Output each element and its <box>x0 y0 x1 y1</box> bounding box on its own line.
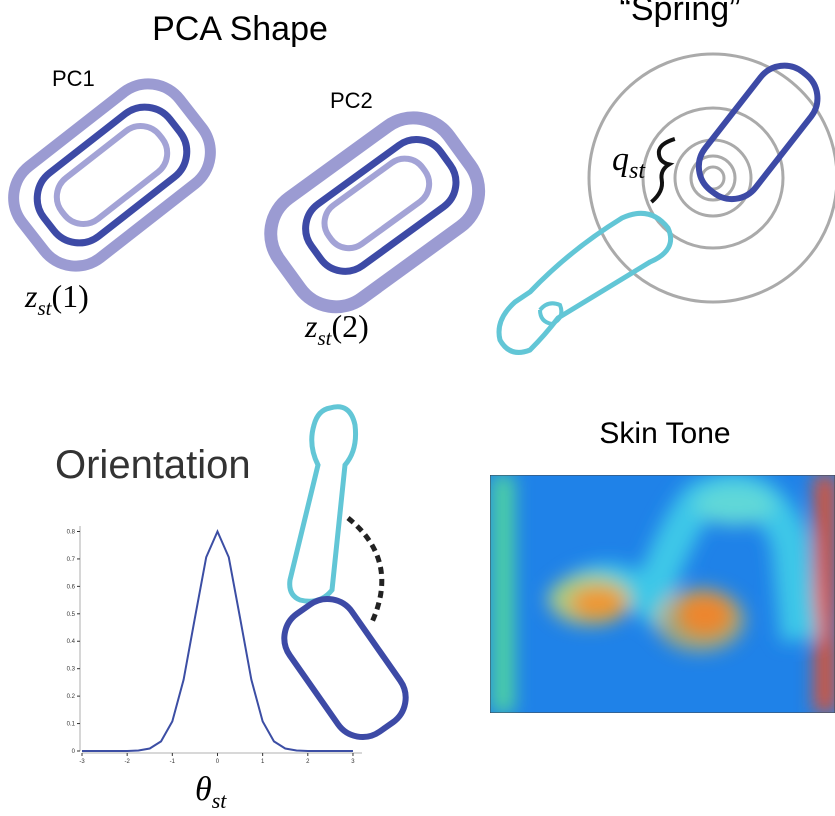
outline <box>0 68 227 283</box>
theta-sub: st <box>212 788 228 813</box>
ring <box>589 54 835 302</box>
x-tick-label: -3 <box>79 759 85 765</box>
skin-title: Skin Tone <box>599 417 730 450</box>
pc2-label: PC2 <box>330 88 373 113</box>
outline <box>253 100 496 324</box>
joint <box>540 303 561 324</box>
lower-limb <box>273 587 418 749</box>
x-tick-label: 0 <box>216 759 220 765</box>
y-tick-label: 0.2 <box>67 694 76 700</box>
pc2-shapes <box>253 100 496 324</box>
y-tick-label: 0.8 <box>67 529 76 535</box>
z2-sub: st <box>317 326 332 350</box>
q-sub: st <box>629 158 646 184</box>
pc1-label: PC1 <box>52 66 95 91</box>
x-tick-label: 3 <box>351 759 355 765</box>
y-tick-label: 0.5 <box>67 612 76 618</box>
x-tick-label: -1 <box>170 759 176 765</box>
y-tick-label: 0 <box>72 749 76 755</box>
spring-title: “Spring” <box>620 0 741 28</box>
curve <box>82 531 353 751</box>
z1-sub: st <box>37 296 52 320</box>
outline <box>24 94 199 256</box>
pca-title: PCA Shape <box>152 10 328 48</box>
page: {"pca": {"title": "PCA Shape", "pc1": "P… <box>0 0 835 816</box>
upper-limb <box>290 407 356 601</box>
spring-rings <box>589 54 835 302</box>
x-tick-label: 1 <box>261 759 265 765</box>
ring <box>675 140 751 216</box>
outline <box>273 587 418 749</box>
skin-heatmap <box>490 475 835 713</box>
orientation-plot: 0 0.1 0.2 0.3 0.4 0.5 0.6 0.7 0.8 -3 -2 -1 0 1 2 3 <box>67 526 362 765</box>
q-base: q <box>612 141 629 178</box>
x-tick-label: 2 <box>306 759 310 765</box>
figure: PCA Shape PC1 PC2 zst(1) zst(2) “Spring”… <box>0 0 835 816</box>
z1-base: z <box>24 278 38 314</box>
orientation-title: Orientation <box>55 443 251 487</box>
q-label: qst <box>612 141 646 184</box>
z2-arg: (2) <box>331 308 368 344</box>
z2-label: zst(2) <box>304 308 369 350</box>
y-tick-label: 0.7 <box>67 557 76 563</box>
z1-label: zst(1) <box>24 278 89 320</box>
outline <box>294 128 468 284</box>
theta-base: θ <box>195 771 212 808</box>
angle-arc <box>348 518 382 622</box>
z1-arg: (1) <box>51 278 88 314</box>
y-tick-label: 0.4 <box>67 639 76 645</box>
upper-part <box>687 54 830 212</box>
theta-label: θst <box>195 771 227 813</box>
x-tick-label: -2 <box>124 759 130 765</box>
y-tick-label: 0.1 <box>67 722 76 728</box>
y-tick-label: 0.3 <box>67 667 76 673</box>
outline <box>687 54 830 212</box>
pc1-shapes <box>0 68 227 283</box>
y-tick-label: 0.6 <box>67 584 76 590</box>
z2-base: z <box>304 308 318 344</box>
